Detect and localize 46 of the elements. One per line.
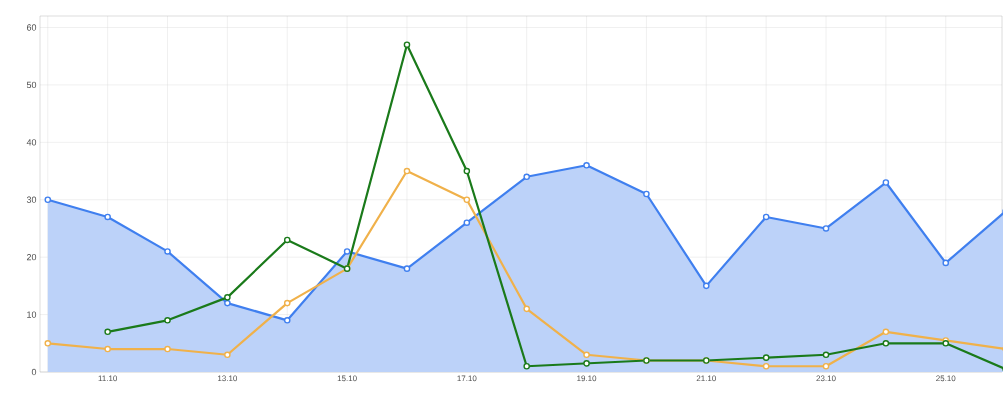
point: [224, 294, 231, 301]
point: [762, 354, 770, 361]
point: [463, 219, 471, 226]
point: [463, 167, 471, 175]
point: [703, 282, 710, 290]
point: [164, 248, 171, 255]
point: [104, 345, 111, 353]
point: [44, 196, 52, 204]
point: [283, 317, 291, 324]
y-tick-label: 10: [27, 311, 37, 318]
point: [882, 328, 890, 336]
point: [583, 360, 590, 367]
point: [583, 351, 590, 359]
y-tick-label: 30: [26, 196, 37, 203]
point: [283, 299, 291, 307]
point: [44, 340, 52, 347]
point: [643, 190, 650, 198]
point: [104, 213, 111, 221]
point: [762, 213, 770, 221]
point: [822, 351, 830, 359]
point: [104, 328, 111, 336]
point: [403, 41, 411, 48]
point: [523, 362, 530, 370]
point: [822, 362, 830, 370]
point: [583, 162, 590, 169]
point: [523, 305, 530, 313]
point: [164, 345, 171, 353]
point: [224, 351, 231, 359]
y-tick-label: 60: [26, 24, 37, 31]
point: [224, 299, 231, 307]
point: [463, 196, 471, 204]
point: [822, 225, 830, 232]
y-tick-label: 40: [26, 139, 37, 146]
point: [942, 259, 950, 267]
y-tick-label: 20: [26, 253, 37, 261]
point: [403, 265, 411, 272]
point: [283, 236, 291, 244]
point: [882, 179, 890, 186]
point: [343, 248, 351, 255]
y-tick-label: 50: [26, 81, 37, 89]
point: [403, 167, 411, 175]
point: [164, 317, 171, 324]
point: [882, 340, 890, 347]
point: [762, 362, 770, 370]
point: [523, 173, 530, 181]
y-tick-label: 0: [31, 368, 37, 376]
